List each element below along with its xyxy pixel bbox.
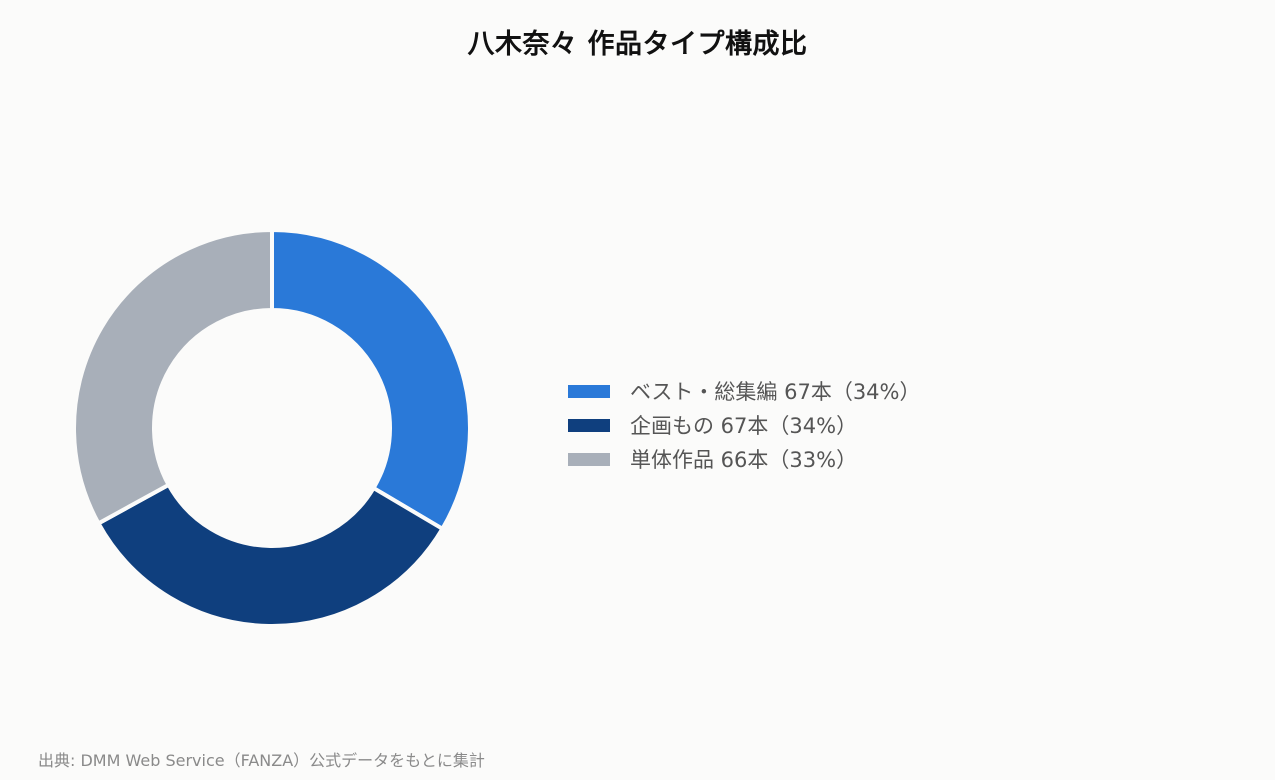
donut-chart-svg [72,227,472,628]
donut-slice [270,227,472,532]
chart-title: 八木奈々 作品タイプ構成比 [467,29,808,60]
donut-slice [72,227,274,527]
donut-chart [62,218,482,638]
donut-slice [95,482,446,628]
legend-item: 企画もの 67本（34%） [568,408,921,442]
chart-legend: ベスト・総集編 67本（34%） 企画もの 67本（34%） 単体作品 66本（… [568,374,921,476]
legend-label: 単体作品 66本（33%） [630,448,858,472]
legend-label: 企画もの 67本（34%） [630,414,858,438]
legend-item: 単体作品 66本（33%） [568,442,921,476]
legend-swatch [568,418,610,432]
legend-swatch [568,452,610,466]
source-note: 出典: DMM Web Service（FANZA）公式データをもとに集計 [38,751,485,770]
legend-swatch [568,384,610,398]
legend-label: ベスト・総集編 67本（34%） [630,380,921,404]
legend-item: ベスト・総集編 67本（34%） [568,374,921,408]
